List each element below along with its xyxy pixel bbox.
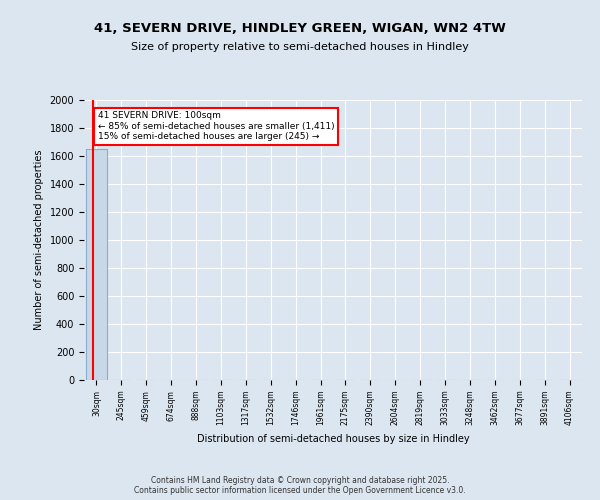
Text: Contains HM Land Registry data © Crown copyright and database right 2025.
Contai: Contains HM Land Registry data © Crown c… bbox=[134, 476, 466, 495]
Text: Size of property relative to semi-detached houses in Hindley: Size of property relative to semi-detach… bbox=[131, 42, 469, 52]
Bar bbox=[86, 149, 107, 380]
Text: 41 SEVERN DRIVE: 100sqm
← 85% of semi-detached houses are smaller (1,411)
15% of: 41 SEVERN DRIVE: 100sqm ← 85% of semi-de… bbox=[98, 111, 334, 141]
X-axis label: Distribution of semi-detached houses by size in Hindley: Distribution of semi-detached houses by … bbox=[197, 434, 469, 444]
Y-axis label: Number of semi-detached properties: Number of semi-detached properties bbox=[34, 150, 44, 330]
Text: 41, SEVERN DRIVE, HINDLEY GREEN, WIGAN, WN2 4TW: 41, SEVERN DRIVE, HINDLEY GREEN, WIGAN, … bbox=[94, 22, 506, 36]
